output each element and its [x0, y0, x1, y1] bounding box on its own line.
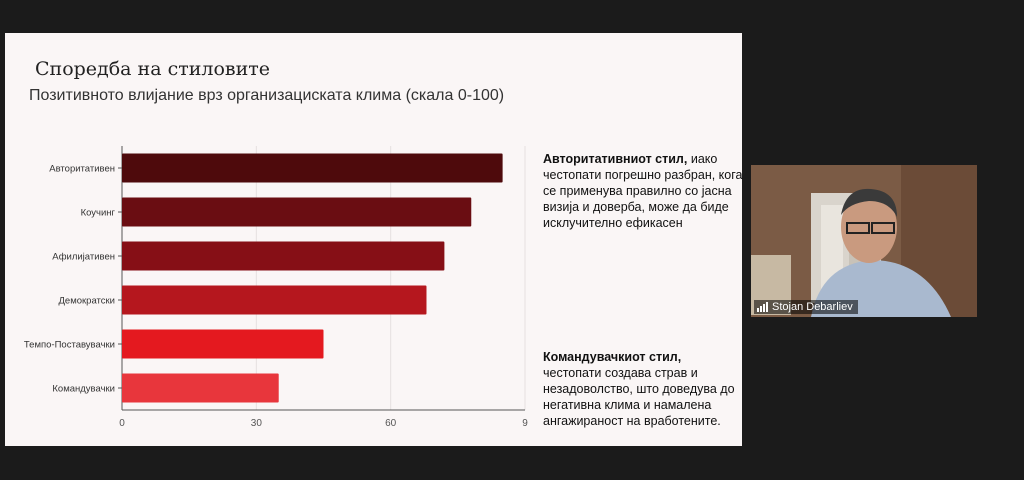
bar [122, 285, 427, 315]
note-coercive-heading: Командувачкиот стил, [543, 350, 682, 364]
category-label: Афилијативен [52, 252, 115, 263]
note-authoritative: Авторитативниот стил, иако честопати пог… [543, 151, 743, 231]
participant-video[interactable]: Stojan Debarliev [751, 165, 977, 317]
note-authoritative-heading: Авторитативниот стил, [543, 152, 688, 166]
bar [122, 329, 324, 359]
bar-chart: 0 30 60 9 Авторитативен Коучинг Афилијативен Де… [24, 146, 528, 429]
note-coercive: Командувачкиот стил, честопати создава с… [543, 349, 743, 429]
bar [122, 373, 279, 403]
signal-bars-icon [757, 302, 768, 312]
category-label: Коучинг [81, 208, 116, 219]
note-coercive-text: честопати создава страв и незадоволство,… [543, 366, 735, 428]
x-tick-label: 30 [251, 418, 263, 429]
x-tick-label: 9 [522, 418, 528, 429]
slide-subtitle: Позитивното влијание врз организациската… [29, 87, 505, 104]
x-tick-label: 60 [385, 418, 397, 429]
category-label: Авторитативен [49, 164, 115, 175]
category-label: Темпо-Поставувачки [24, 340, 115, 351]
participant-name: Stojan Debarliev [772, 301, 853, 313]
category-label: Командувачки [52, 384, 115, 395]
note-authoritative-text: иако честопати погрешно разбран, кога се… [543, 152, 743, 230]
x-tick-label: 0 [119, 418, 125, 429]
slide-title: Споредба на стиловите [35, 58, 271, 80]
participant-name-tag: Stojan Debarliev [754, 300, 858, 314]
bar [122, 241, 445, 271]
bar [122, 153, 503, 183]
shared-screen: Споредба на стиловите Позитивното влијан… [5, 33, 742, 446]
video-frame [751, 165, 977, 317]
category-label: Демократски [58, 296, 115, 307]
bar [122, 197, 472, 227]
